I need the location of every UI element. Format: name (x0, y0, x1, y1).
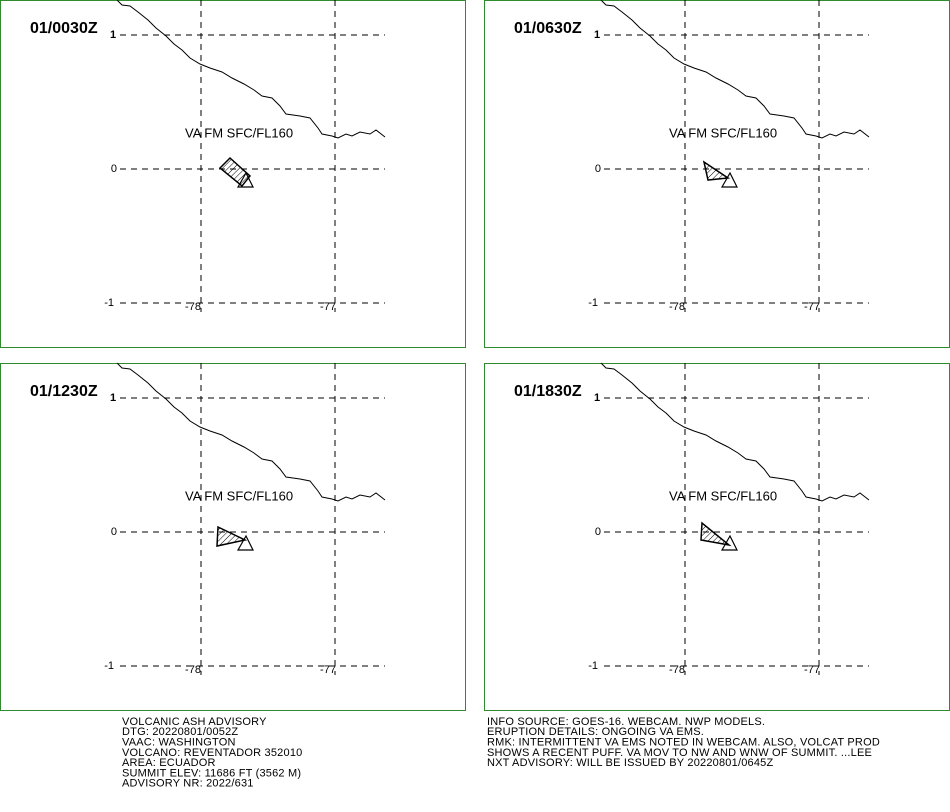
ash-label: VA FM SFC/FL160 (669, 488, 777, 503)
ash-label: VA FM SFC/FL160 (185, 125, 293, 140)
volcano-marker (720, 171, 738, 188)
advisory-line: VOLCANO: REVENTADOR 352010 (122, 747, 302, 759)
valid-time: 01/1830Z (514, 383, 582, 400)
lon-label: -78 (669, 664, 685, 676)
time-subscript: 1 (110, 392, 116, 404)
valid-time: 01/0030Z (30, 20, 98, 37)
lon-label: -77 (804, 664, 820, 676)
coastline (600, 0, 870, 139)
lon-label: -78 (185, 664, 201, 676)
ash-area (700, 521, 732, 547)
ash-area (216, 525, 248, 547)
coastline (116, 362, 386, 502)
lon-label: -77 (320, 664, 336, 676)
advisory-line: ERUPTION DETAILS: ONGOING VA EMS. (487, 726, 704, 738)
advisory-line: ADVISORY NR: 2022/631 (122, 778, 254, 790)
advisory-line: VAAC: WASHINGTON (122, 737, 236, 749)
lon-label: -77 (804, 301, 820, 313)
panel: 01/0630Z 1 VA FM SFC/FL160 0 -1 -78 -77 (484, 0, 950, 348)
ash-label: VA FM SFC/FL160 (185, 488, 293, 503)
time-subscript: 1 (594, 392, 600, 404)
lat-label: -1 (588, 660, 598, 672)
lat-label: 0 (595, 526, 601, 538)
lon-label: -77 (320, 301, 336, 313)
advisory-line: NXT ADVISORY: WILL BE ISSUED BY 20220801… (487, 757, 773, 769)
advisory-line: VOLCANIC ASH ADVISORY (122, 716, 267, 728)
coastline (600, 362, 870, 502)
lat-label: 0 (111, 163, 117, 175)
lat-label: 0 (111, 526, 117, 538)
coastline (116, 0, 386, 139)
advisory-line: SUMMIT ELEV: 11686 FT (3562 M) (122, 767, 301, 779)
lat-label: -1 (104, 297, 114, 309)
advisory-line: AREA: ECUADOR (122, 757, 216, 769)
ash-area (218, 156, 252, 188)
valid-time: 01/0630Z (514, 20, 582, 37)
volcano-marker (236, 534, 254, 551)
advisory-line: RMK: INTERMITTENT VA EMS NOTED IN WEBCAM… (487, 737, 880, 749)
advisory-line: SHOWS A RECENT PUFF. VA MOV TO NW AND WN… (487, 747, 872, 759)
lat-label: -1 (588, 297, 598, 309)
volcano-marker (720, 534, 738, 551)
ash-area (702, 160, 731, 181)
advisory-line: DTG: 20220801/0052Z (122, 726, 238, 738)
lat-label: 0 (595, 163, 601, 175)
lon-label: -78 (669, 301, 685, 313)
panel: 01/1830Z 1 VA FM SFC/FL160 0 -1 -78 -77 (484, 362, 950, 711)
time-subscript: 1 (110, 29, 116, 41)
volcano-marker (236, 171, 254, 188)
lat-label: -1 (104, 660, 114, 672)
panel-border (0, 0, 466, 348)
time-subscript: 1 (594, 29, 600, 41)
panel: 01/0030Z 1 VA FM SFC/FL160 0 -1 -78 -77 (0, 0, 466, 348)
advisory-line: INFO SOURCE: GOES-16. WEBCAM. NWP MODELS… (487, 716, 765, 728)
panel-border (0, 363, 466, 711)
lon-label: -78 (185, 301, 201, 313)
ash-label: VA FM SFC/FL160 (669, 125, 777, 140)
panel: 01/1230Z 1 VA FM SFC/FL160 0 -1 -78 -77 (0, 362, 466, 711)
valid-time: 01/1230Z (30, 383, 98, 400)
